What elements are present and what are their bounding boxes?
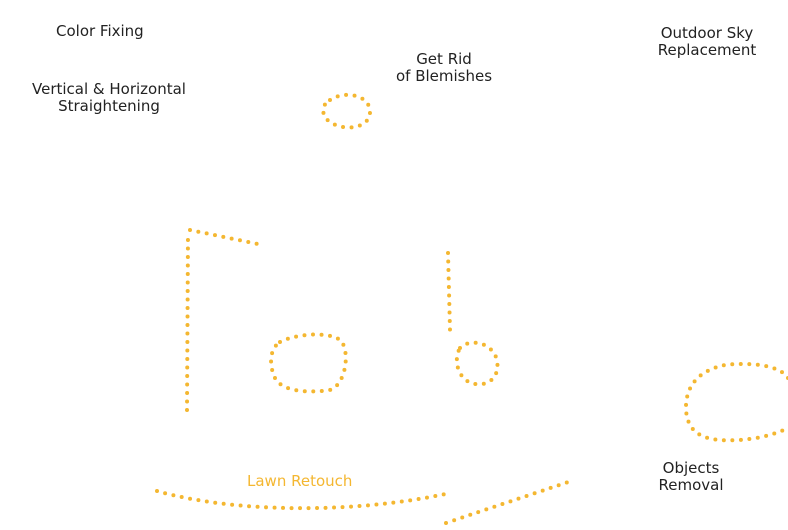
label-color-fixing: Color Fixing — [56, 22, 144, 40]
blemish-marker — [321, 92, 373, 130]
lawn-marker — [155, 489, 452, 511]
vertical-line-marker-2 — [446, 251, 452, 332]
label-lawn-retouch: Lawn Retouch — [247, 472, 353, 490]
label-line: Objects — [662, 459, 720, 477]
label-line: Outdoor Sky — [660, 24, 754, 42]
label-line: Removal — [658, 476, 724, 494]
label-line: Straightening — [58, 97, 160, 115]
label-line: Vertical & Horizontal — [32, 80, 186, 98]
horizontal-line-marker — [188, 228, 260, 246]
object-marker-center — [454, 340, 500, 387]
label-sky-replacement: Outdoor Sky Replacement — [652, 25, 762, 59]
object-marker-right — [683, 361, 788, 443]
object-marker-left — [269, 332, 348, 394]
label-line: Replacement — [657, 41, 757, 59]
label-straightening: Vertical & Horizontal Straightening — [26, 81, 192, 115]
label-line: of Blemishes — [395, 67, 493, 85]
vertical-line-marker — [185, 230, 190, 412]
label-blemishes: Get Rid of Blemishes — [390, 51, 498, 85]
lawn-marker-2 — [444, 478, 576, 525]
label-line: Get Rid — [416, 50, 472, 68]
label-objects-removal: Objects Removal — [652, 460, 730, 494]
